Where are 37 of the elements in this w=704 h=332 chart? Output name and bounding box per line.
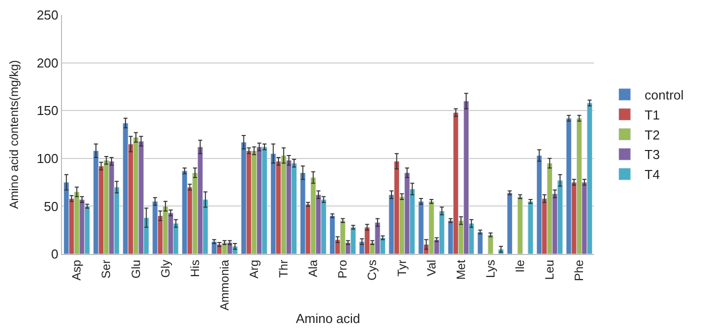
x-tick-label: Ala — [306, 259, 320, 278]
x-axis-title: Amino acid — [296, 311, 360, 326]
y-tick-label: 200 — [36, 55, 58, 70]
x-tick-label: Ammonia — [217, 259, 232, 310]
x-tick-label: Val — [424, 260, 438, 276]
x-tick-label: Gly — [158, 260, 172, 278]
legend-label: T4 — [644, 167, 660, 182]
x-tick-label: Asp — [70, 259, 84, 280]
x-tick-label: Phe — [572, 259, 586, 282]
x-tick-label: Ile — [513, 259, 528, 272]
x-tick-label: Pro — [336, 259, 350, 278]
y-axis-title: Amino acid contents(mg/kg) — [6, 60, 21, 209]
x-tick-label: Thr — [276, 260, 291, 278]
y-tick-label: 250 — [36, 8, 58, 23]
x-tick-label: Met — [454, 259, 468, 280]
legend-label: T3 — [644, 147, 660, 162]
y-tick-label: 50 — [44, 198, 58, 214]
x-tick-label: Cys — [365, 260, 380, 280]
y-tick-label: 150 — [36, 103, 58, 118]
bar — [477, 232, 483, 254]
legend-label: control — [644, 88, 684, 103]
y-tick-label: 100 — [36, 150, 58, 166]
bar — [528, 201, 534, 254]
bar — [506, 192, 513, 254]
x-tick-label: Ser — [99, 260, 114, 278]
legend-label: T2 — [644, 127, 660, 142]
y-tick-label: 0 — [51, 246, 58, 262]
legend-label: T1 — [644, 107, 660, 122]
x-tick-label: Glu — [128, 260, 143, 278]
bar — [488, 234, 494, 254]
x-tick-label: Lys — [483, 260, 498, 278]
x-tick-label: Tyr — [394, 260, 409, 276]
x-tick-label: Leu — [542, 260, 557, 280]
bar — [536, 155, 542, 254]
x-tick-label: Arg — [247, 260, 262, 278]
bar — [517, 196, 523, 254]
x-tick-label: His — [188, 260, 202, 278]
